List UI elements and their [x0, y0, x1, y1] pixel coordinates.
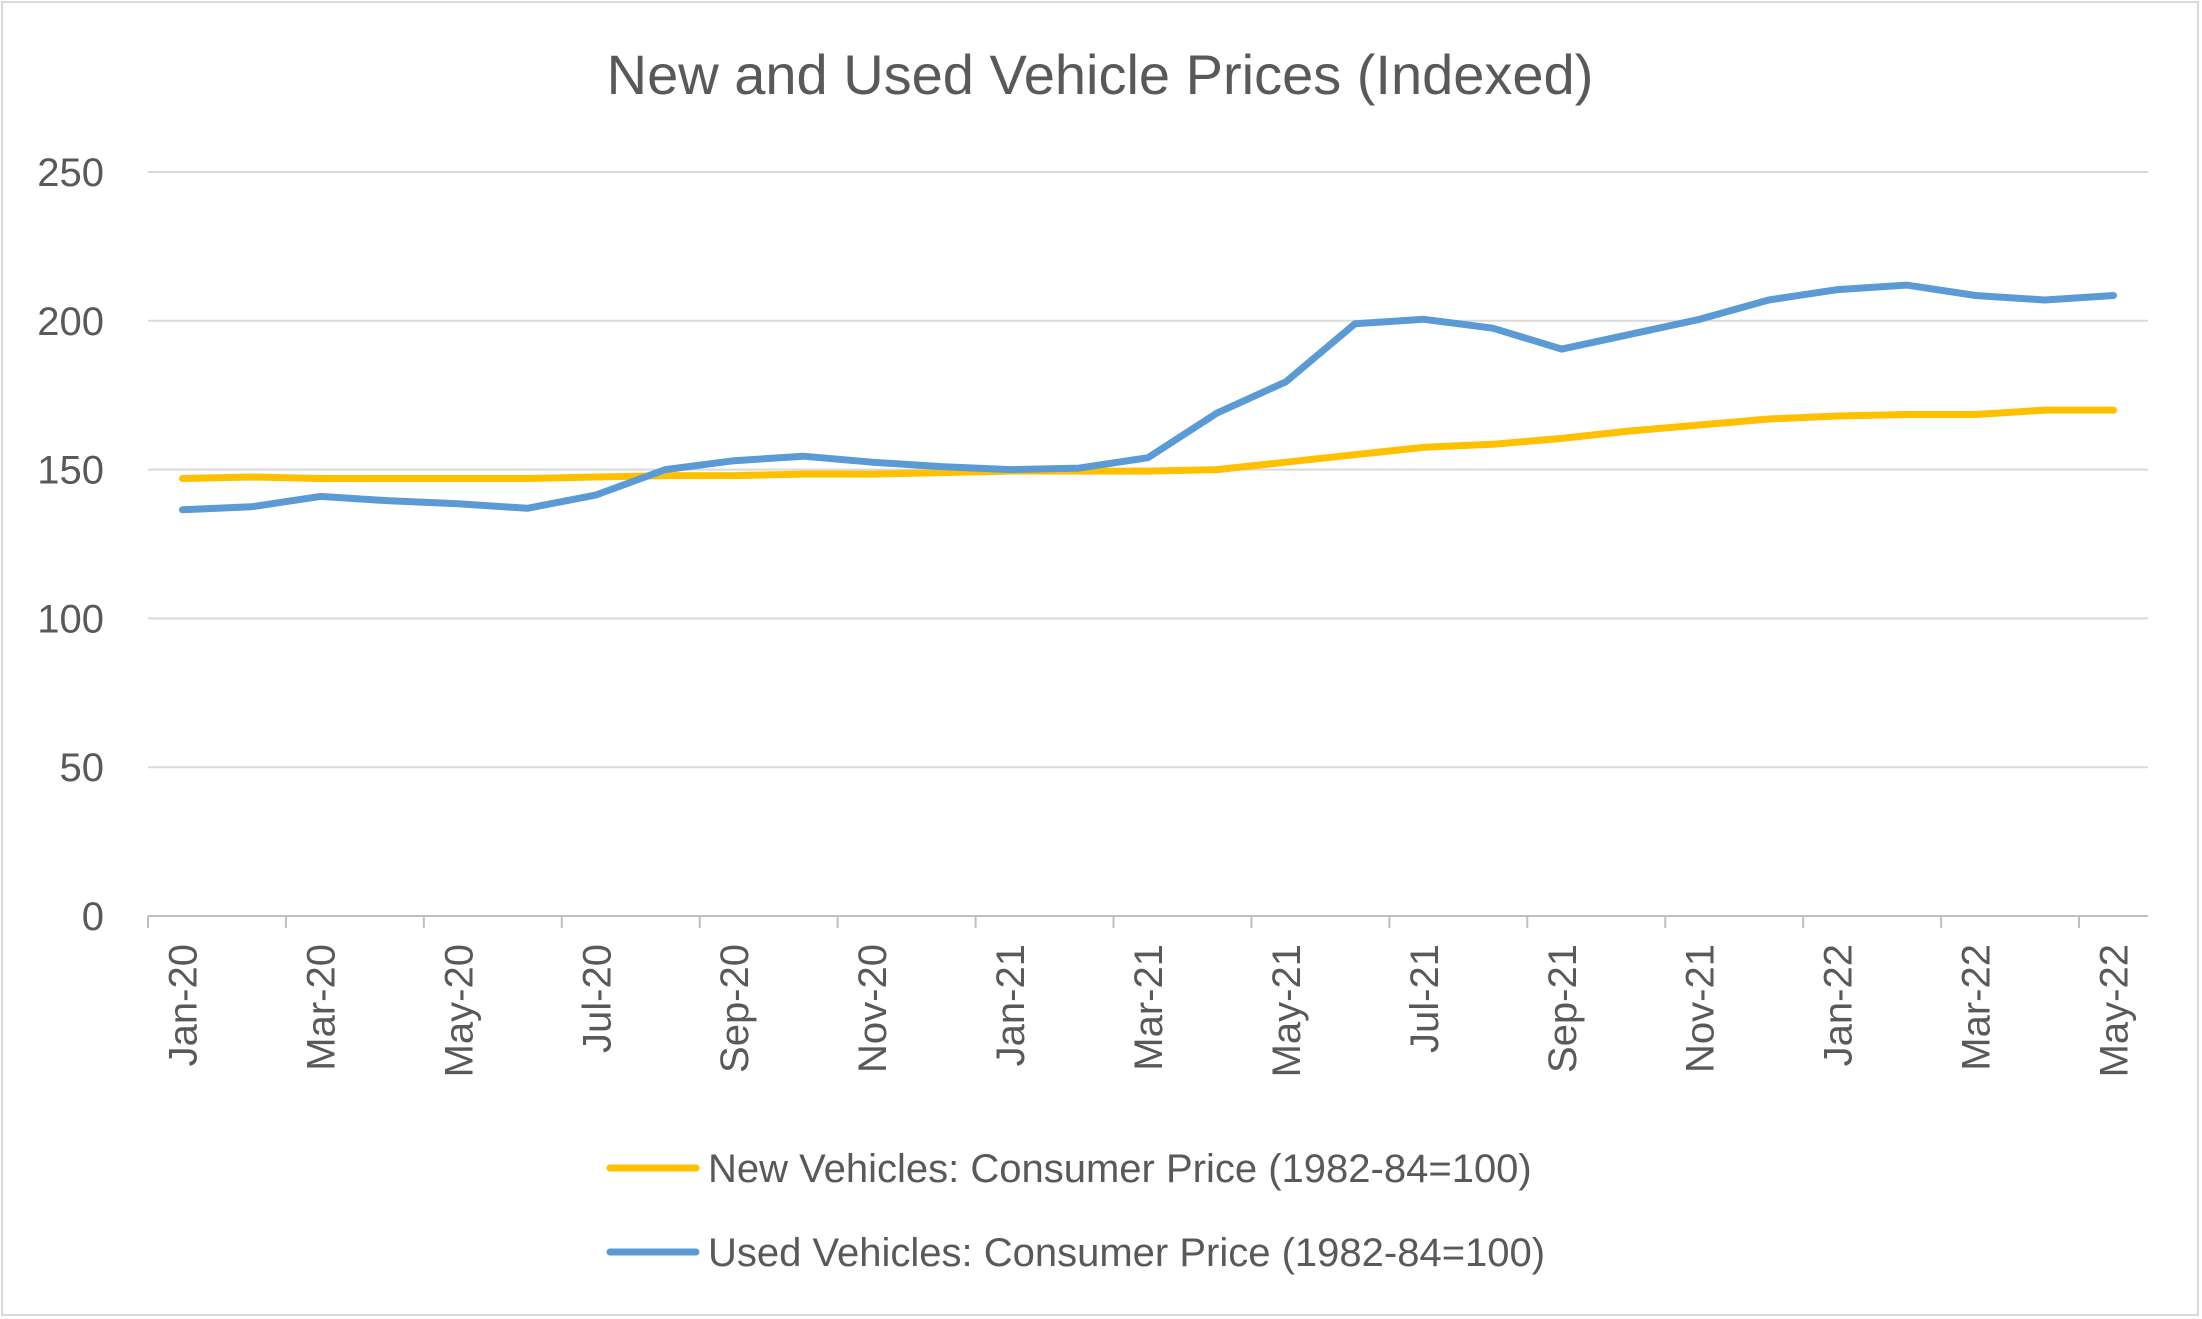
series-line-new-vehicles [179, 406, 2117, 482]
y-axis: 0 50 100 150 200 250 [37, 151, 104, 939]
x-tick-label: May-20 [437, 944, 481, 1077]
x-tick-label: Nov-20 [851, 944, 895, 1073]
x-tick-label: Nov-21 [1679, 944, 1723, 1073]
y-tick-label: 250 [37, 151, 104, 195]
x-tick-label: May-22 [2093, 944, 2137, 1077]
y-tick-label: 150 [37, 449, 104, 493]
gridlines [148, 171, 2148, 769]
chart-title: New and Used Vehicle Prices (Indexed) [607, 43, 1594, 106]
y-tick-label: 100 [37, 597, 104, 641]
y-tick-label: 200 [37, 300, 104, 344]
x-tick-label: Jul-21 [1403, 944, 1447, 1053]
y-tick-label: 0 [82, 895, 104, 939]
x-tick-label: Mar-20 [299, 944, 343, 1071]
x-tick-label: May-21 [1265, 944, 1309, 1077]
x-tick-label: Mar-22 [1955, 944, 1999, 1071]
x-tick-label: Jan-20 [161, 944, 205, 1066]
legend-entry: New Vehicles: Consumer Price (1982-84=10… [708, 1147, 1532, 1191]
x-tick-label: Jul-20 [575, 944, 619, 1053]
x-tick-label: Jan-21 [989, 944, 1033, 1066]
x-tick-label: Sep-21 [1541, 944, 1585, 1073]
x-tick-label: Mar-21 [1127, 944, 1171, 1071]
series-lines [179, 281, 2117, 514]
x-tick-label: Jan-22 [1817, 944, 1861, 1066]
series-line-used-vehicles [179, 281, 2117, 514]
x-axis: Jan-20 Mar-20 May-20 Jul-20 Sep-20 Nov-20 Jan-… [147, 915, 2148, 1077]
y-tick-label: 50 [60, 746, 105, 790]
x-tick-label: Sep-20 [713, 944, 757, 1073]
legend-entry: Used Vehicles: Consumer Price (1982-84=1… [708, 1231, 1545, 1275]
legend: New Vehicles: Consumer Price (1982-84=10… [606, 1147, 1545, 1275]
